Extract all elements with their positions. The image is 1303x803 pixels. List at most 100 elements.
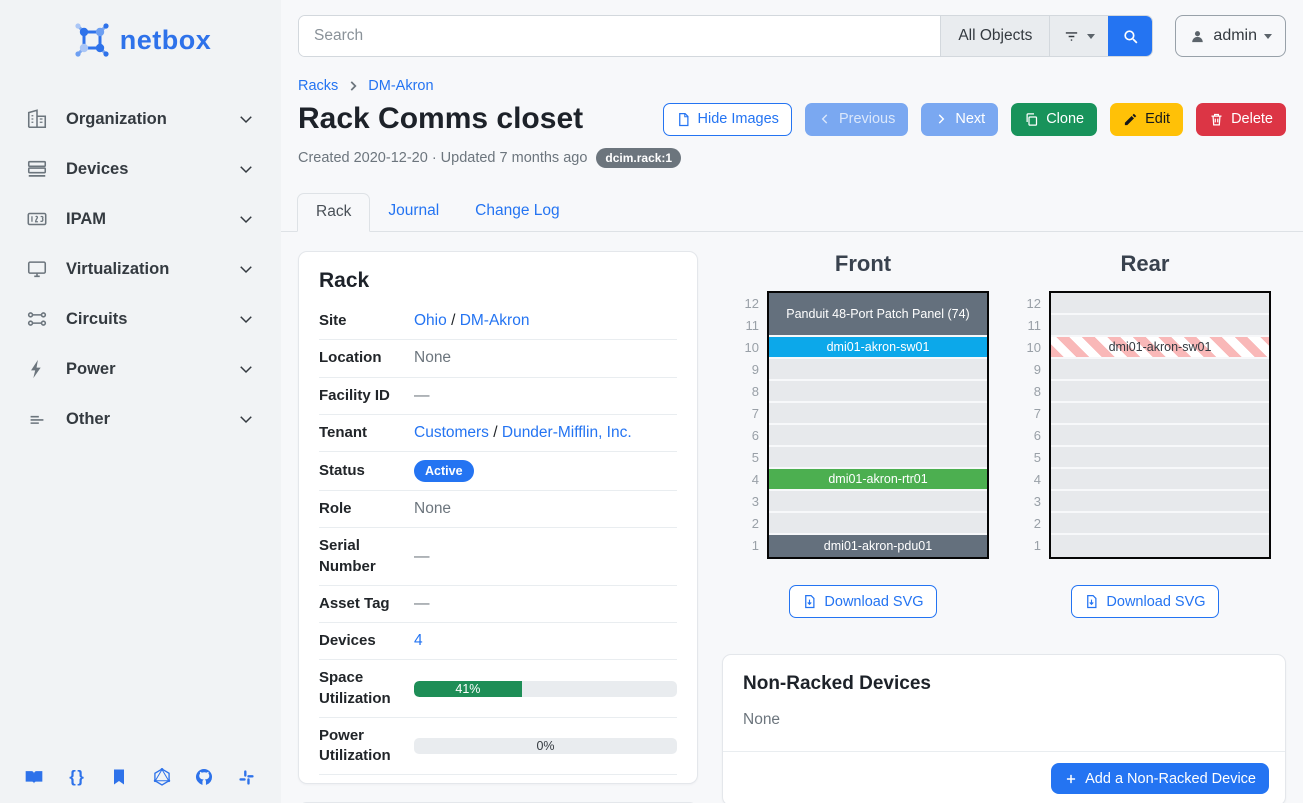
rack-slot-empty[interactable] (769, 403, 987, 425)
sidebar-item-label: Organization (66, 109, 167, 128)
rack-slot-empty[interactable] (769, 513, 987, 535)
file-download-icon (802, 594, 817, 609)
rack-elevations: Front 12 11 10 9 8 7 6 5 4 3 2 1 Panduit 48-Port Pa… (722, 251, 1286, 618)
person-icon (1189, 28, 1206, 45)
code-braces-icon[interactable]: { } (69, 767, 84, 786)
add-non-racked-device-button[interactable]: Add a Non-Racked Device (1051, 763, 1269, 794)
serial-number-value: — (414, 547, 430, 565)
tab-change-log[interactable]: Change Log (475, 202, 560, 219)
caret-down-icon (1264, 33, 1272, 39)
rack-device[interactable]: dmi01-akron-rtr01 (769, 469, 987, 491)
rack-slot-empty[interactable] (1051, 293, 1269, 315)
rack-slot-empty[interactable] (1051, 535, 1269, 557)
sidebar-item-label: Power (66, 359, 116, 378)
site-link[interactable]: DM-Akron (459, 312, 530, 330)
front-rack-diagram: 12 11 10 9 8 7 6 5 4 3 2 1 Panduit 48-Port Patch Pa… (737, 291, 989, 559)
attr-row-devices: Devices 4 (319, 623, 677, 661)
filter-icon (1063, 28, 1080, 45)
slack-icon[interactable] (237, 767, 257, 787)
sidebar-item-devices[interactable]: Devices (0, 144, 281, 194)
download-svg-rear-button[interactable]: Download SVG (1071, 585, 1219, 618)
rack-units: dmi01-akron-sw01 (1049, 291, 1271, 559)
global-search: All Objects (298, 15, 1154, 57)
rack-slot-empty[interactable] (1051, 403, 1269, 425)
sidebar-item-power[interactable]: Power (0, 344, 281, 394)
rack-slot-empty[interactable] (1051, 359, 1269, 381)
non-racked-title: Non-Racked Devices (743, 673, 931, 694)
sidebar-item-organization[interactable]: Organization (0, 94, 281, 144)
sidebar-item-ipam[interactable]: IPAM (0, 194, 281, 244)
clone-button[interactable]: Clone (1011, 102, 1098, 136)
unit-number: 3 (751, 494, 759, 509)
rear-elevation: Rear 12 11 10 9 8 7 6 5 4 3 2 1 dmi01-akron-sw01 Do… (1004, 251, 1286, 618)
unit-number: 10 (744, 340, 759, 355)
rack-slot-empty[interactable] (1051, 491, 1269, 513)
chevron-right-icon (346, 79, 360, 93)
rack-slot-empty[interactable] (769, 425, 987, 447)
rack-device[interactable]: Panduit 48-Port Patch Panel (74) (769, 293, 987, 337)
site-region-link[interactable]: Ohio (414, 312, 447, 330)
breadcrumb-link-site[interactable]: DM-Akron (368, 78, 434, 94)
rack-slot-empty[interactable] (1051, 381, 1269, 403)
edit-button[interactable]: Edit (1110, 102, 1184, 136)
rack-slot-empty[interactable] (769, 381, 987, 403)
sidebar-item-other[interactable]: Other (0, 394, 281, 444)
building-icon (26, 108, 48, 130)
slash-separator: / (451, 312, 456, 330)
rack-slot-empty[interactable] (769, 491, 987, 513)
docs-book-icon[interactable] (24, 767, 44, 787)
rack-slot-empty[interactable] (1051, 447, 1269, 469)
unit-number: 2 (1033, 516, 1041, 531)
counter-icon (26, 208, 48, 230)
github-icon[interactable] (194, 767, 214, 787)
rack-slot-empty[interactable] (769, 359, 987, 381)
unit-number: 5 (751, 450, 759, 465)
search-icon (1122, 28, 1139, 45)
attr-row-tenant: Tenant Customers / Dunder-Mifflin, Inc. (319, 415, 677, 452)
sidebar-item-circuits[interactable]: Circuits (0, 294, 281, 344)
download-svg-front-button[interactable]: Download SVG (789, 585, 937, 618)
rack-device[interactable]: dmi01-akron-sw01 (769, 337, 987, 359)
rack-slot-empty[interactable] (1051, 513, 1269, 535)
transit-icon (26, 308, 48, 330)
lines-icon (26, 408, 48, 430)
tenant-link[interactable]: Dunder-Mifflin, Inc. (501, 423, 632, 441)
search-scope-button[interactable]: All Objects (940, 16, 1050, 56)
tab-journal[interactable]: Journal (388, 202, 440, 219)
unit-number: 12 (744, 296, 759, 311)
rack-slot-empty[interactable] (1051, 469, 1269, 491)
object-id-badge: dcim.rack:1 (596, 148, 682, 168)
search-filter-button[interactable] (1049, 16, 1109, 56)
bookmark-icon[interactable] (109, 767, 129, 787)
slash-separator: / (493, 423, 498, 441)
rack-slot-empty[interactable] (769, 447, 987, 469)
unit-number: 6 (1033, 428, 1041, 443)
graphql-icon[interactable] (152, 767, 172, 787)
sidebar-item-label: IPAM (66, 209, 107, 228)
sidebar-item-virtualization[interactable]: Virtualization (0, 244, 281, 294)
server-icon (26, 158, 48, 180)
rack-device[interactable]: dmi01-akron-sw01 (1051, 337, 1269, 359)
right-column: Front 12 11 10 9 8 7 6 5 4 3 2 1 Panduit 48-Port Pa… (722, 251, 1286, 803)
netbox-logo[interactable]: netbox (0, 0, 281, 70)
hide-images-button[interactable]: Hide Images (662, 102, 792, 136)
rack-device[interactable]: dmi01-akron-pdu01 (769, 535, 987, 557)
next-button[interactable]: Next (921, 102, 999, 136)
rack-slot-empty[interactable] (1051, 425, 1269, 447)
unit-number: 8 (1033, 384, 1041, 399)
tab-rack[interactable]: Rack (297, 193, 371, 232)
meta-row: Created 2020-12-20 · Updated 7 months ag… (298, 148, 1286, 168)
search-submit-button[interactable] (1108, 16, 1153, 56)
user-menu-button[interactable]: admin (1175, 15, 1286, 57)
sidebar-nav: Organization Devices IPAM Virtualization (0, 94, 281, 753)
rack-slot-empty[interactable] (1051, 315, 1269, 337)
previous-button[interactable]: Previous (804, 102, 909, 136)
unit-number: 9 (751, 362, 759, 377)
breadcrumb-link-racks[interactable]: Racks (298, 78, 339, 94)
delete-button[interactable]: Delete (1196, 102, 1286, 136)
devices-count-link[interactable]: 4 (414, 632, 423, 650)
plus-icon (1064, 772, 1078, 786)
tenant-group-link[interactable]: Customers (414, 423, 489, 441)
search-input[interactable] (299, 16, 941, 56)
unit-number: 3 (1033, 494, 1041, 509)
